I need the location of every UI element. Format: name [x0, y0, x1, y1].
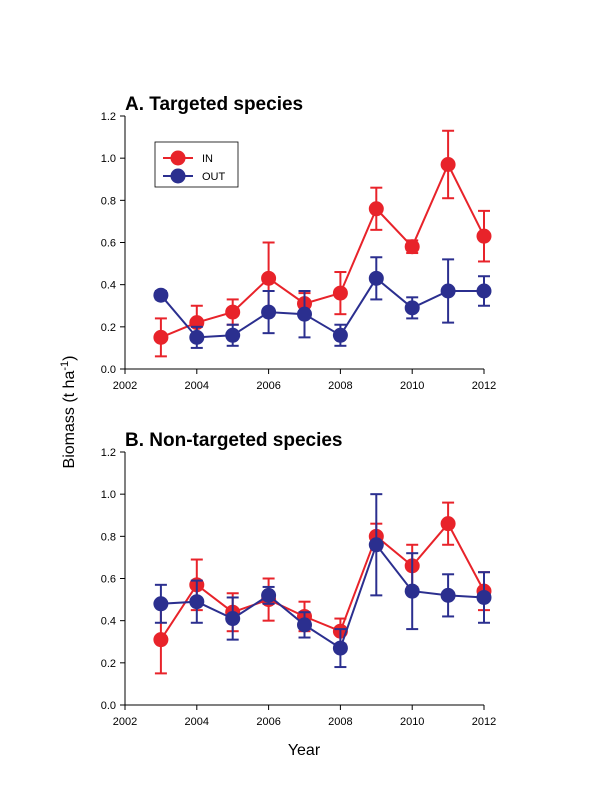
out-data-point [261, 587, 277, 603]
out-data-point [225, 327, 241, 343]
out-data-point [476, 283, 492, 299]
out-data-point [404, 300, 420, 316]
out-data-point [189, 594, 205, 610]
in-series-line [160, 521, 485, 641]
y-tick-label: 0.8 [101, 195, 116, 207]
y-tick-label: 1.2 [101, 447, 116, 459]
out-series-line [160, 276, 484, 339]
in-data-point [476, 228, 492, 244]
in-data-point [440, 516, 456, 532]
out-data-point [189, 329, 205, 345]
x-tick-label: 2010 [400, 716, 424, 728]
in-data-point [440, 156, 456, 172]
y-tick-label: 0.8 [101, 531, 116, 543]
in-data-point [261, 270, 277, 286]
y-tick-label: 1.2 [101, 111, 116, 123]
panel-b-non-targeted-species: B. Non-targeted species 0.0 0.2 0.4 0.6 0.8 1.… [101, 430, 497, 728]
x-tick-label: 2006 [256, 380, 280, 392]
legend-in-label: IN [202, 153, 213, 165]
y-axis-title: Biomass (t ha-1) [59, 356, 78, 469]
legend-out-label: OUT [202, 171, 226, 183]
x-tick-label: 2006 [256, 716, 280, 728]
legend-box [154, 141, 239, 188]
y-tick-label: 1.0 [101, 153, 116, 165]
in-data-point [368, 201, 384, 217]
legend-out-marker [170, 168, 186, 184]
out-data-point [368, 537, 384, 553]
y-tick-label: 1.0 [101, 489, 116, 501]
y-tick-label: 0.2 [101, 322, 116, 334]
out-data-point [153, 596, 169, 612]
x-tick-label: 2012 [472, 380, 496, 392]
y-axis-title-superscript: -1 [59, 361, 71, 371]
in-data-point [153, 329, 169, 345]
y-tick-label: 0.6 [101, 238, 116, 250]
x-tick-label: 2012 [472, 716, 496, 728]
out-data-point [368, 270, 384, 286]
legend: IN OUT [154, 141, 239, 188]
y-tick-label: 0.6 [101, 574, 116, 586]
in-data-point [332, 285, 348, 301]
out-data-point [297, 617, 312, 633]
out-data-point [332, 640, 348, 656]
x-tick-label: 2002 [113, 380, 137, 392]
y-tick-label: 0.0 [101, 364, 116, 376]
out-data-point [476, 589, 492, 605]
y-tick-label: 0.0 [101, 700, 116, 712]
out-data-point [225, 611, 241, 627]
out-series-line [160, 542, 485, 650]
out-data-point [261, 304, 277, 320]
x-tick-label: 2008 [328, 380, 352, 392]
y-axis-title-main: Biomass (t ha [61, 371, 78, 469]
y-tick-label: 0.4 [101, 616, 116, 628]
y-tick-label: 0.4 [101, 280, 116, 292]
in-data-point [225, 304, 241, 320]
out-data-point [440, 283, 456, 299]
legend-in-marker [170, 150, 186, 166]
x-tick-label: 2004 [185, 380, 209, 392]
out-data-point [332, 327, 348, 343]
in-data-point [404, 239, 420, 255]
out-data-point [440, 587, 456, 603]
out-data-point [297, 306, 312, 322]
out-data-point [153, 287, 169, 303]
x-tick-label: 2002 [113, 716, 137, 728]
x-tick-label: 2010 [400, 380, 424, 392]
y-axis-title-close: ) [61, 356, 78, 361]
out-data-point [404, 583, 420, 599]
panel-title: B. Non-targeted species [125, 430, 343, 451]
x-tick-label: 2004 [185, 716, 209, 728]
in-series-line [160, 162, 485, 339]
x-tick-label: 2008 [328, 716, 352, 728]
y-tick-label: 0.2 [101, 658, 116, 670]
panel-a-targeted-species: A. Targeted species 0.0 0.2 0.4 0.6 0.8 1.0 1.2… [101, 94, 497, 392]
x-axis-title: Year [288, 742, 321, 759]
in-data-point [153, 632, 169, 648]
panel-title: A. Targeted species [125, 94, 303, 115]
